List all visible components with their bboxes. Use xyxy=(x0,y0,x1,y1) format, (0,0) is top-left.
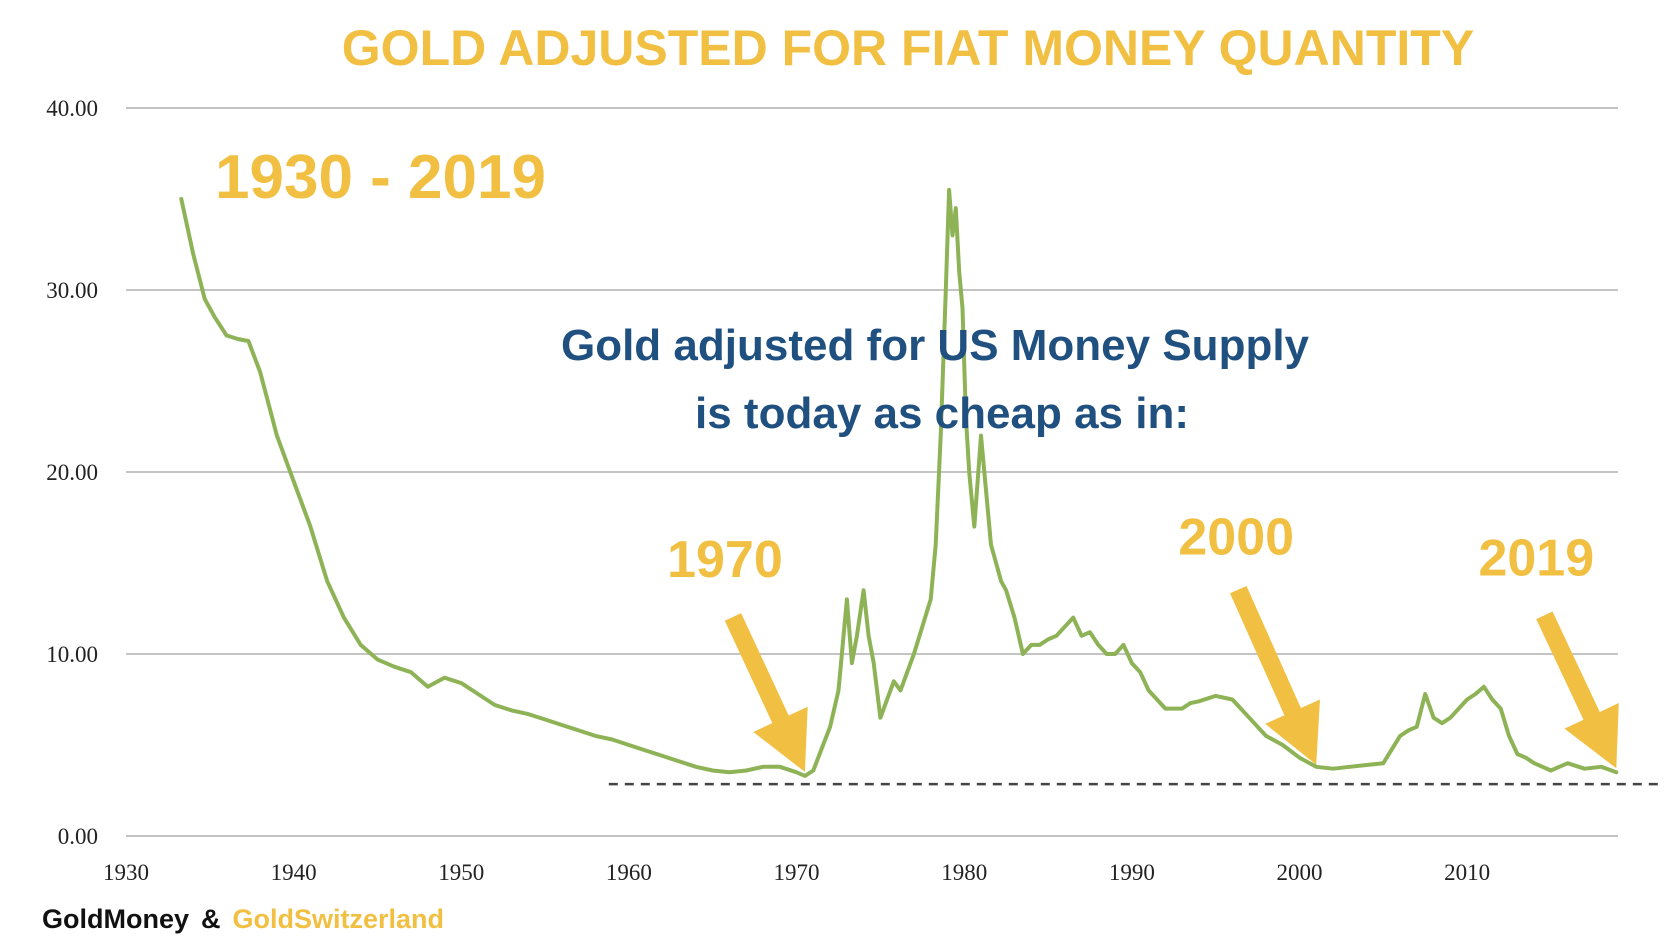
x-tick-label: 1970 xyxy=(774,860,820,885)
y-axis-ticks: 0.00 10.00 20.00 30.00 40.00 xyxy=(46,96,98,849)
annotation-year-1970: 1970 xyxy=(667,531,783,589)
grid-lines xyxy=(126,107,1618,837)
x-tick-label: 1960 xyxy=(606,860,652,885)
message-line-1: Gold adjusted for US Money Supply xyxy=(561,321,1310,370)
annotation-arrow-2019 xyxy=(1536,611,1619,769)
y-tick-label: 30.00 xyxy=(46,278,98,303)
footer-credits: GoldMoney & GoldSwitzerland xyxy=(42,904,444,935)
x-tick-label: 2000 xyxy=(1276,860,1322,885)
series-line xyxy=(179,187,1619,778)
annotation-year-2019: 2019 xyxy=(1478,529,1594,587)
year-range-label: 1930 - 2019 xyxy=(215,143,546,212)
x-tick-label: 1930 xyxy=(103,860,149,885)
footer-goldswitzerland: GoldSwitzerland xyxy=(232,904,445,934)
footer-ampersand: & xyxy=(201,904,221,934)
annotation-arrow-1970 xyxy=(724,613,808,772)
y-tick-label: 10.00 xyxy=(46,642,98,667)
x-tick-label: 1990 xyxy=(1109,860,1155,885)
annotation-year-2000: 2000 xyxy=(1178,509,1294,567)
chart-title: GOLD ADJUSTED FOR FIAT MONEY QUANTITY xyxy=(342,20,1474,76)
annotation-arrow-2000 xyxy=(1230,586,1320,765)
x-tick-label: 1950 xyxy=(438,860,484,885)
y-tick-label: 20.00 xyxy=(46,460,98,485)
y-tick-label: 40.00 xyxy=(46,96,98,121)
message-line-2: is today as cheap as in: xyxy=(695,389,1189,438)
x-axis-ticks: 1930 1940 1950 1960 1970 1980 1990 2000 2010 xyxy=(103,860,1490,885)
x-tick-label: 1940 xyxy=(271,860,317,885)
footer-goldmoney: GoldMoney xyxy=(42,904,189,934)
x-tick-label: 2010 xyxy=(1444,860,1490,885)
y-tick-label: 0.00 xyxy=(58,824,98,849)
x-tick-label: 1980 xyxy=(941,860,987,885)
annotations: 1970 2000 2019 xyxy=(667,509,1619,772)
